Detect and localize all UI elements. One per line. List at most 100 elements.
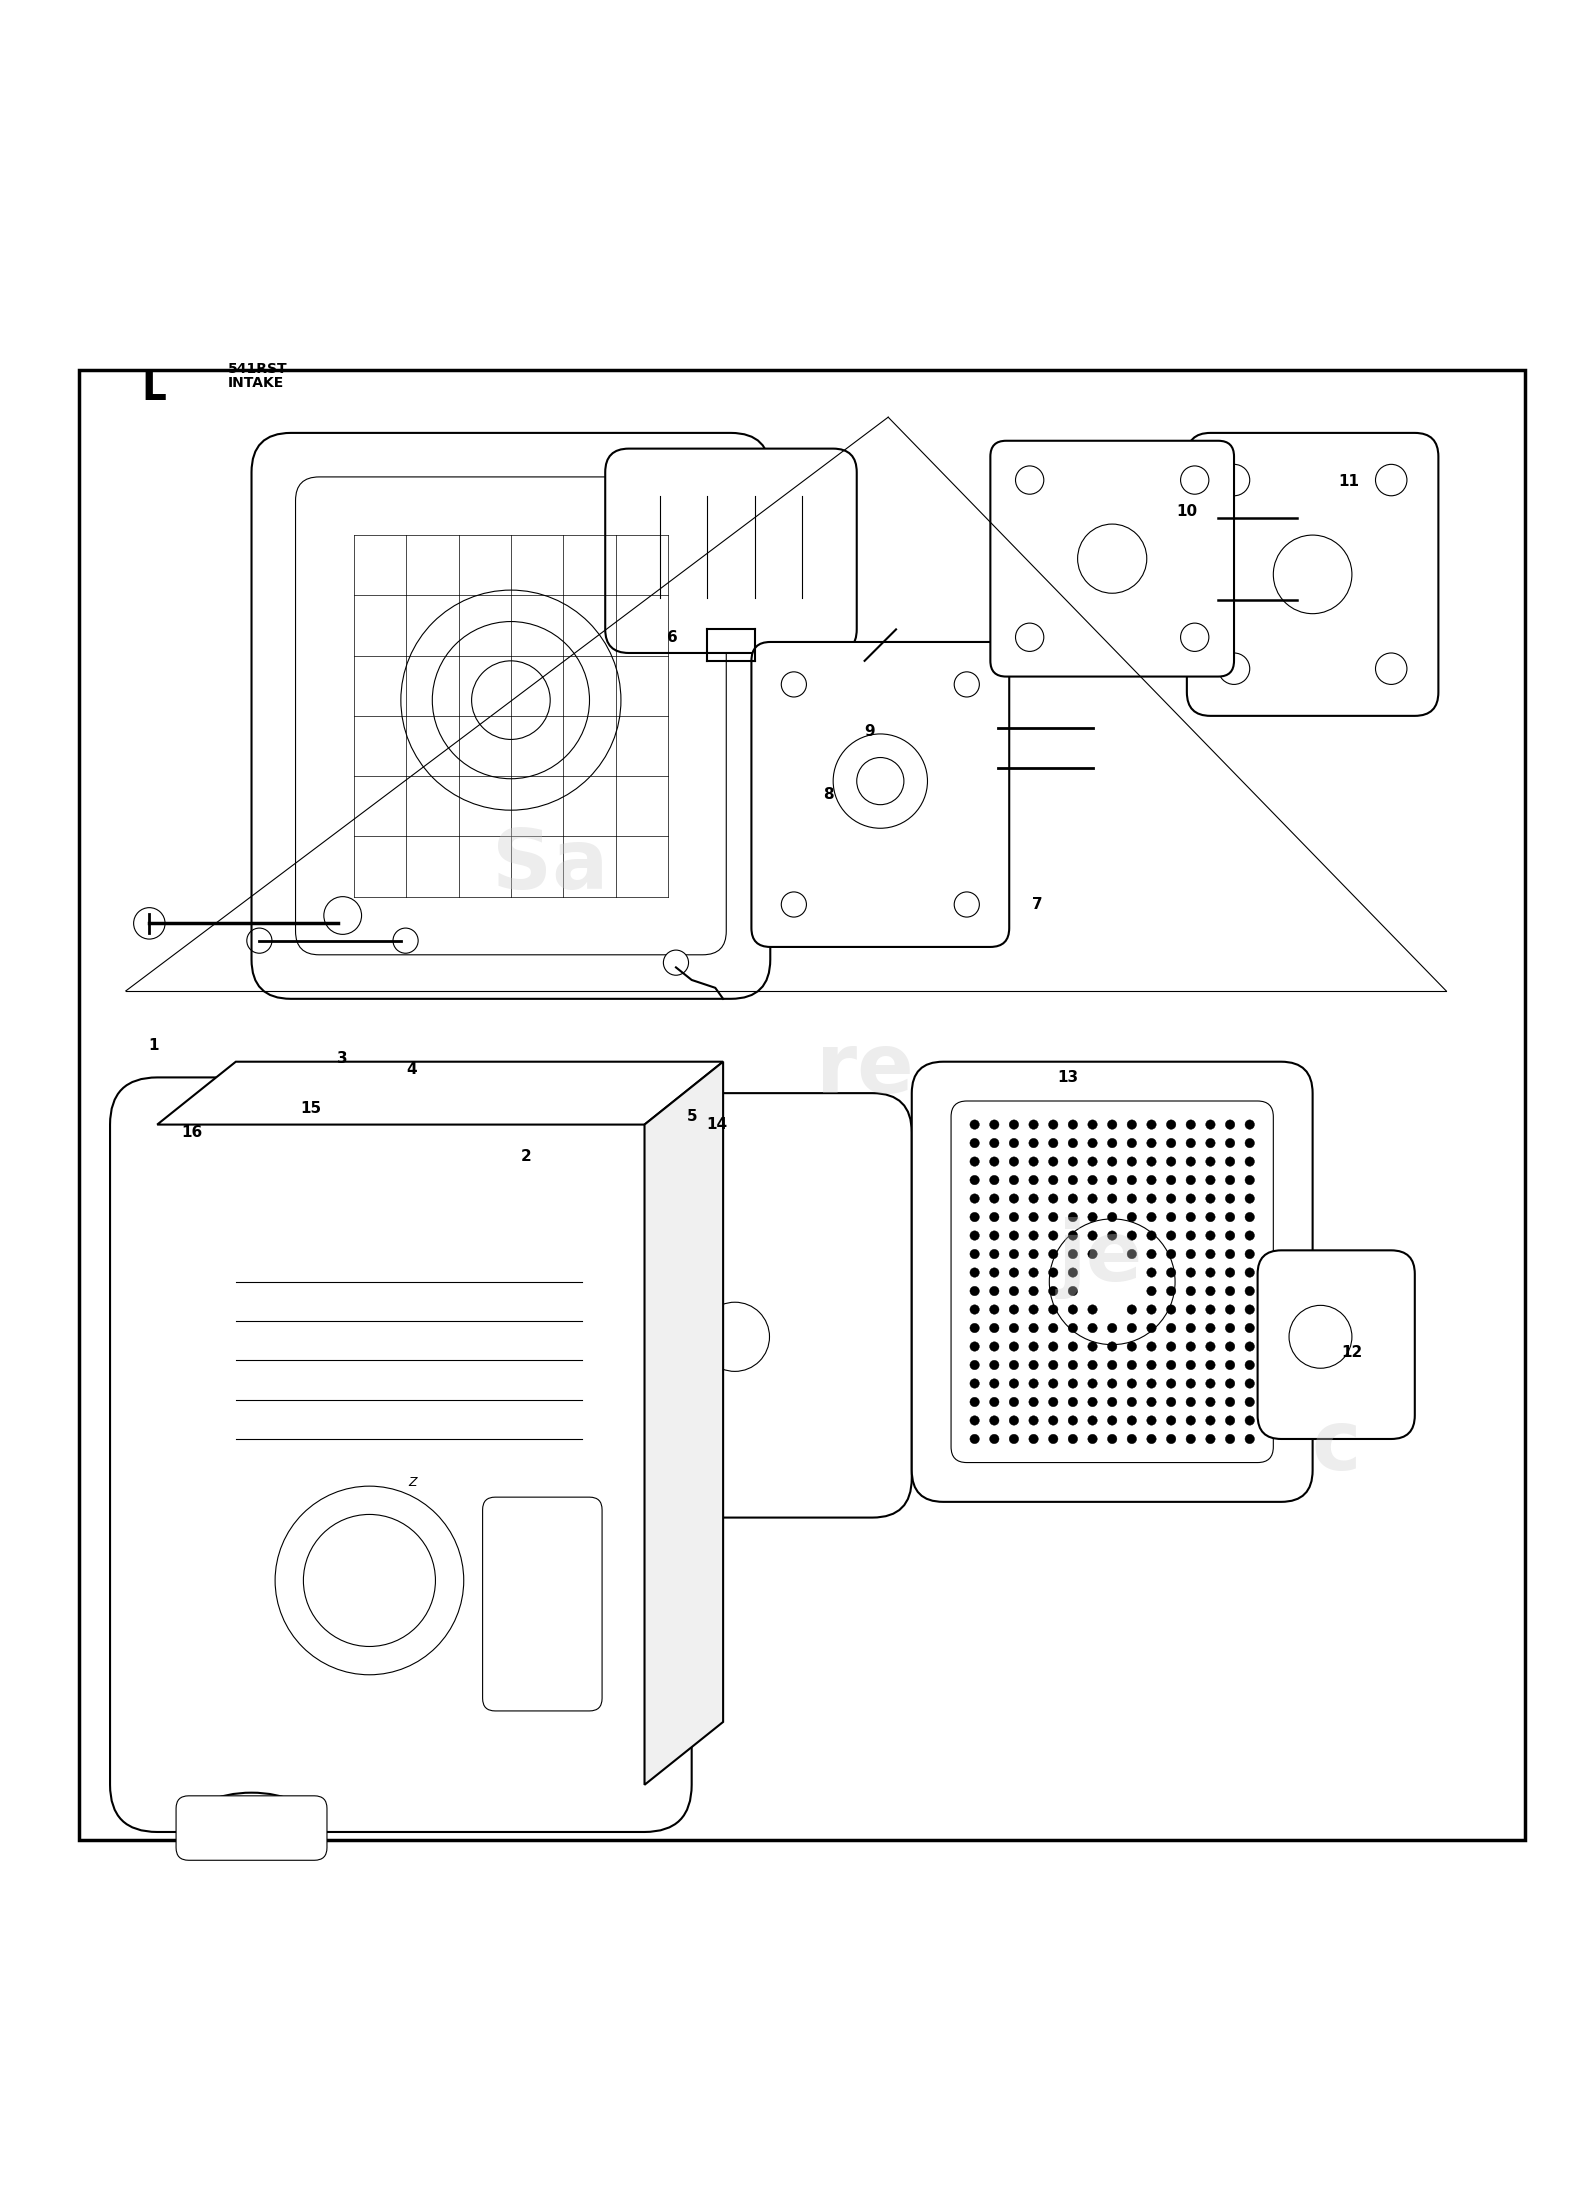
Ellipse shape bbox=[1009, 1156, 1019, 1167]
FancyBboxPatch shape bbox=[296, 478, 726, 956]
Ellipse shape bbox=[1206, 1231, 1215, 1240]
Ellipse shape bbox=[1206, 1306, 1215, 1315]
Ellipse shape bbox=[970, 1231, 979, 1240]
Ellipse shape bbox=[1127, 1156, 1137, 1167]
Ellipse shape bbox=[970, 1323, 979, 1332]
Ellipse shape bbox=[1166, 1416, 1176, 1425]
Ellipse shape bbox=[990, 1249, 1000, 1260]
Ellipse shape bbox=[1206, 1268, 1215, 1277]
FancyBboxPatch shape bbox=[990, 440, 1234, 676]
Ellipse shape bbox=[663, 949, 689, 975]
Ellipse shape bbox=[990, 1231, 1000, 1240]
Ellipse shape bbox=[1069, 1176, 1078, 1185]
Ellipse shape bbox=[1009, 1138, 1019, 1147]
Ellipse shape bbox=[1030, 1176, 1038, 1185]
Ellipse shape bbox=[1088, 1156, 1097, 1167]
Ellipse shape bbox=[990, 1416, 1000, 1425]
Ellipse shape bbox=[970, 1341, 979, 1352]
Ellipse shape bbox=[1088, 1231, 1097, 1240]
Text: 1: 1 bbox=[149, 1039, 159, 1053]
Text: Sa: Sa bbox=[492, 826, 608, 905]
Text: 6: 6 bbox=[668, 630, 678, 645]
Ellipse shape bbox=[1187, 1341, 1195, 1352]
Text: INTAKE: INTAKE bbox=[228, 377, 285, 390]
Ellipse shape bbox=[1245, 1341, 1254, 1352]
Ellipse shape bbox=[1069, 1361, 1078, 1370]
Ellipse shape bbox=[1166, 1361, 1176, 1370]
Ellipse shape bbox=[1069, 1213, 1078, 1222]
Ellipse shape bbox=[1049, 1176, 1058, 1185]
Ellipse shape bbox=[1049, 1286, 1058, 1295]
Ellipse shape bbox=[1030, 1434, 1038, 1445]
Ellipse shape bbox=[1030, 1341, 1038, 1352]
Ellipse shape bbox=[1069, 1268, 1078, 1277]
Ellipse shape bbox=[1009, 1268, 1019, 1277]
FancyBboxPatch shape bbox=[1187, 434, 1438, 716]
Ellipse shape bbox=[1030, 1286, 1038, 1295]
Text: 541RST: 541RST bbox=[228, 361, 288, 377]
Ellipse shape bbox=[1187, 1434, 1195, 1445]
Ellipse shape bbox=[1009, 1416, 1019, 1425]
Ellipse shape bbox=[1069, 1323, 1078, 1332]
Ellipse shape bbox=[1148, 1138, 1155, 1147]
Ellipse shape bbox=[1166, 1434, 1176, 1445]
Ellipse shape bbox=[1030, 1213, 1038, 1222]
Ellipse shape bbox=[1226, 1121, 1236, 1130]
Ellipse shape bbox=[1166, 1138, 1176, 1147]
Ellipse shape bbox=[990, 1286, 1000, 1295]
Ellipse shape bbox=[1187, 1398, 1195, 1407]
Ellipse shape bbox=[1088, 1193, 1097, 1202]
Ellipse shape bbox=[1245, 1361, 1254, 1370]
Ellipse shape bbox=[1206, 1361, 1215, 1370]
Text: 2: 2 bbox=[522, 1149, 531, 1163]
Ellipse shape bbox=[1009, 1286, 1019, 1295]
Ellipse shape bbox=[1148, 1176, 1155, 1185]
Ellipse shape bbox=[1009, 1231, 1019, 1240]
Ellipse shape bbox=[1226, 1193, 1236, 1202]
Ellipse shape bbox=[990, 1378, 1000, 1387]
Ellipse shape bbox=[1127, 1176, 1137, 1185]
Ellipse shape bbox=[1049, 1341, 1058, 1352]
Ellipse shape bbox=[1127, 1138, 1137, 1147]
Ellipse shape bbox=[1166, 1249, 1176, 1260]
FancyBboxPatch shape bbox=[1258, 1251, 1415, 1438]
Ellipse shape bbox=[1009, 1398, 1019, 1407]
Ellipse shape bbox=[1030, 1138, 1038, 1147]
Ellipse shape bbox=[1108, 1341, 1116, 1352]
Ellipse shape bbox=[1166, 1378, 1176, 1387]
Ellipse shape bbox=[990, 1138, 1000, 1147]
Ellipse shape bbox=[1088, 1249, 1097, 1260]
Ellipse shape bbox=[1166, 1176, 1176, 1185]
Ellipse shape bbox=[1148, 1213, 1155, 1222]
FancyBboxPatch shape bbox=[483, 1497, 602, 1711]
Ellipse shape bbox=[1245, 1121, 1254, 1130]
Ellipse shape bbox=[1148, 1268, 1155, 1277]
FancyBboxPatch shape bbox=[176, 1797, 327, 1861]
Ellipse shape bbox=[1166, 1121, 1176, 1130]
Ellipse shape bbox=[1206, 1138, 1215, 1147]
Ellipse shape bbox=[1049, 1156, 1058, 1167]
Ellipse shape bbox=[1245, 1268, 1254, 1277]
Ellipse shape bbox=[1049, 1323, 1058, 1332]
Ellipse shape bbox=[1226, 1138, 1236, 1147]
Ellipse shape bbox=[1049, 1193, 1058, 1202]
Ellipse shape bbox=[970, 1398, 979, 1407]
Ellipse shape bbox=[1088, 1306, 1097, 1315]
Ellipse shape bbox=[1108, 1231, 1116, 1240]
Ellipse shape bbox=[1206, 1434, 1215, 1445]
Ellipse shape bbox=[1187, 1378, 1195, 1387]
Text: L: L bbox=[141, 370, 167, 407]
Text: 11: 11 bbox=[1338, 473, 1360, 489]
Ellipse shape bbox=[1009, 1213, 1019, 1222]
Ellipse shape bbox=[1127, 1398, 1137, 1407]
Ellipse shape bbox=[1127, 1323, 1137, 1332]
Ellipse shape bbox=[1226, 1378, 1236, 1387]
Ellipse shape bbox=[1069, 1378, 1078, 1387]
Ellipse shape bbox=[1049, 1213, 1058, 1222]
Ellipse shape bbox=[1148, 1341, 1155, 1352]
Ellipse shape bbox=[1245, 1416, 1254, 1425]
Ellipse shape bbox=[1108, 1416, 1116, 1425]
Ellipse shape bbox=[1166, 1341, 1176, 1352]
Ellipse shape bbox=[1127, 1341, 1137, 1352]
FancyBboxPatch shape bbox=[605, 449, 857, 654]
